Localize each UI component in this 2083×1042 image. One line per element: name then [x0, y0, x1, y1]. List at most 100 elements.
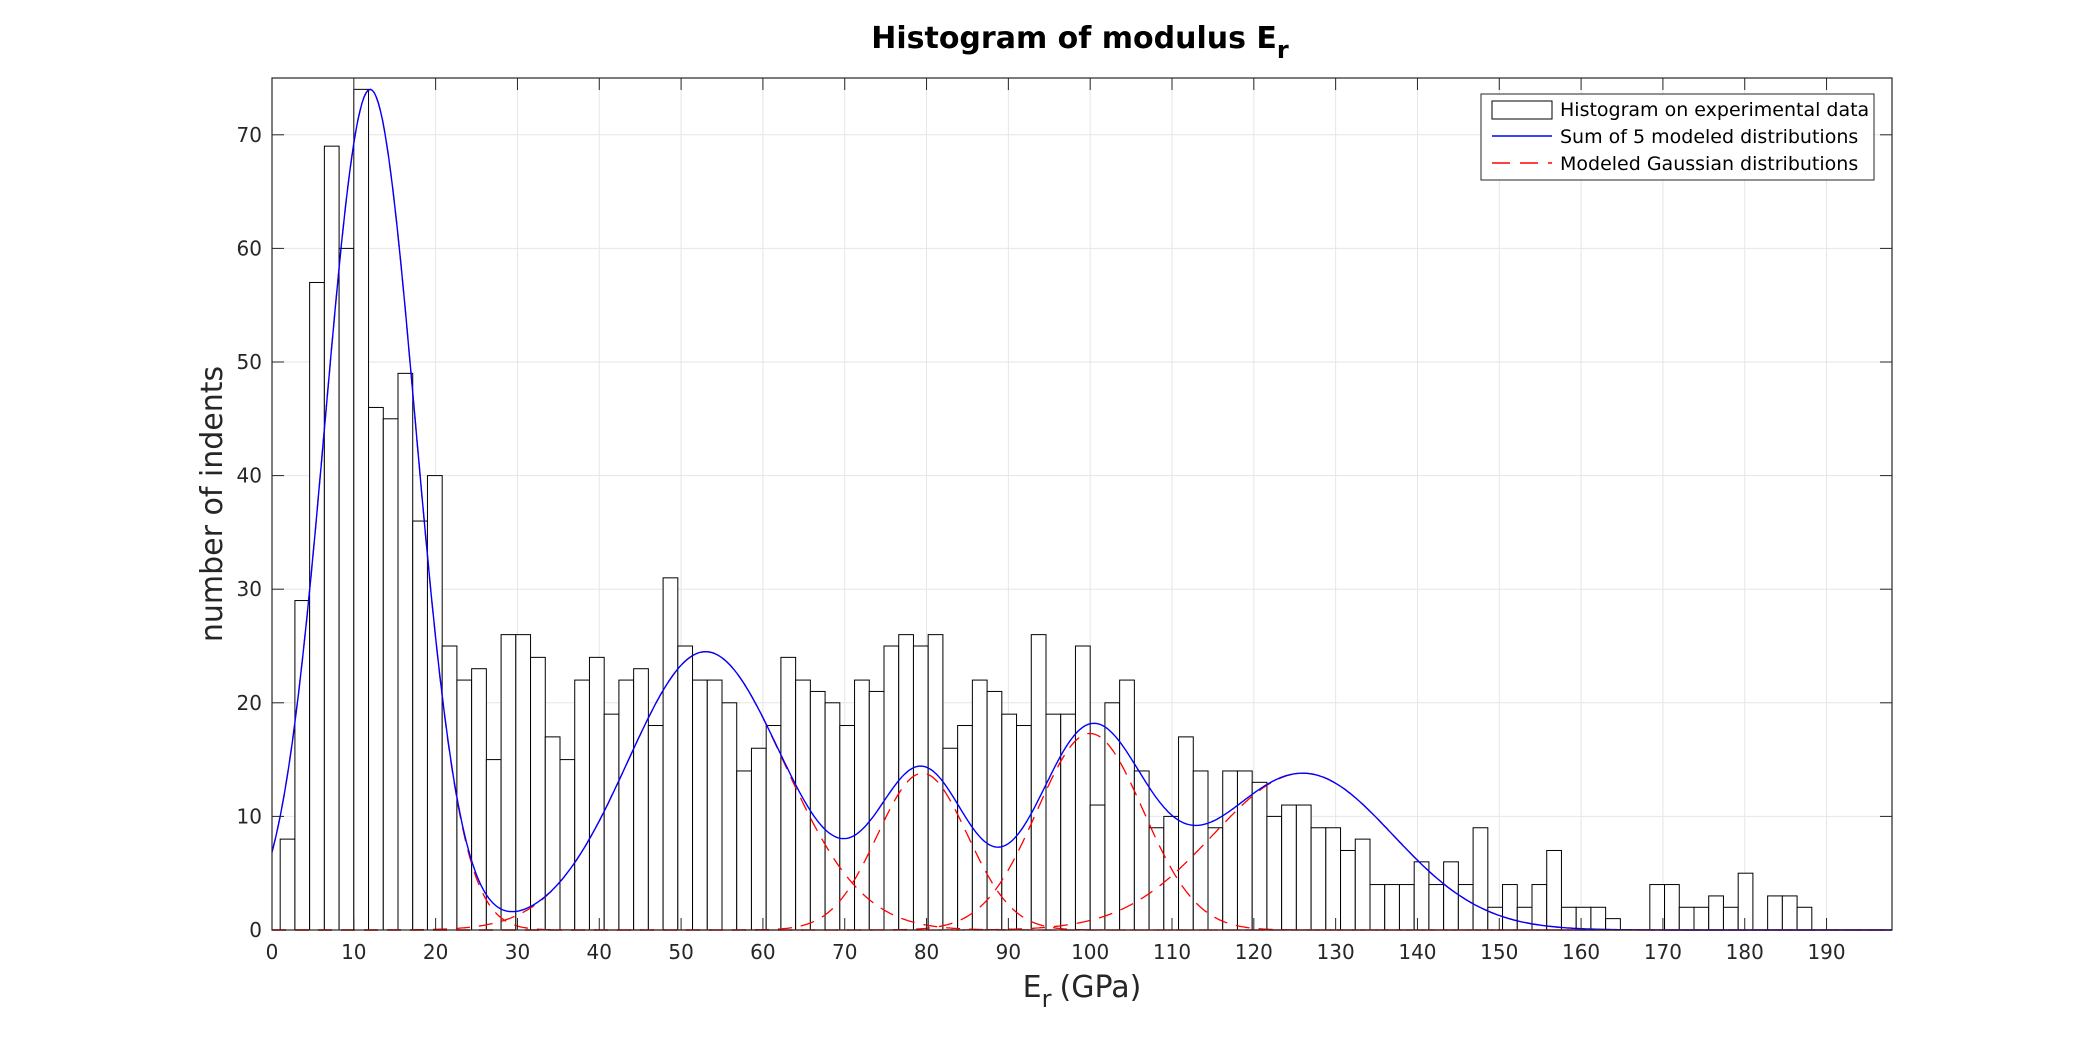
plot-frame [271, 77, 1893, 931]
histogram-bar [633, 668, 649, 931]
histogram-bar [603, 713, 620, 931]
x-tick-label: 90 [996, 940, 1021, 964]
histogram-bar [1502, 884, 1518, 931]
histogram-bar [1030, 634, 1047, 931]
histogram-bar [1413, 861, 1430, 931]
histogram-bar [323, 145, 340, 931]
histogram-bar [1119, 679, 1135, 931]
x-tick-label: 170 [1644, 940, 1682, 964]
x-tick-label: 20 [423, 940, 448, 964]
histogram-bar [1767, 895, 1783, 931]
histogram-bar [1281, 804, 1297, 931]
histogram-bar [1781, 895, 1798, 931]
histogram-bar [1310, 827, 1327, 931]
x-tick-label: 120 [1235, 940, 1273, 964]
histogram-bar [1428, 884, 1445, 931]
y-tick-label: 40 [237, 464, 262, 488]
legend-sum-label: Sum of 5 modeled distributions [1560, 126, 1858, 148]
histogram-bar [692, 679, 708, 931]
histogram-bar [706, 679, 723, 931]
y-tick-label: 60 [237, 236, 262, 260]
chart-title: Histogram of modulus Er [871, 21, 1289, 64]
x-tick-label: 140 [1398, 940, 1436, 964]
histogram-bar [1487, 906, 1504, 931]
histogram-bar [412, 520, 428, 931]
x-tick-label: 160 [1562, 940, 1600, 964]
histogram-bar [1664, 884, 1680, 931]
x-tick-label: 110 [1153, 940, 1191, 964]
histogram-bar [927, 634, 944, 931]
histogram-bar [1251, 781, 1268, 931]
histogram-bar [309, 281, 325, 931]
histogram-bar [1443, 861, 1459, 931]
histogram-bar [1605, 918, 1621, 931]
histogram-bar [1001, 713, 1018, 931]
histogram-bar [1074, 645, 1091, 931]
histogram-bar [544, 736, 561, 931]
x-tick-label: 50 [668, 940, 693, 964]
histogram-bar [1163, 815, 1180, 931]
histogram-bar [1089, 804, 1106, 931]
histogram-bar [515, 634, 532, 931]
histogram-bar [942, 747, 959, 931]
histogram-bar [1398, 884, 1415, 931]
histogram-bar [294, 600, 311, 931]
x-tick-label: 10 [341, 940, 366, 964]
histogram-bar [883, 645, 900, 931]
y-tick-label: 20 [237, 691, 262, 715]
histogram-bar [353, 88, 370, 931]
histogram-bar [647, 725, 664, 931]
x-tick-label: 180 [1726, 940, 1764, 964]
histogram-bar [1104, 702, 1121, 931]
x-tick-labels: 0 10 20 30 40 50 60 70 80 90 100 110 120 130 140 150 160… [266, 940, 1846, 964]
legend: Histogram on experimental data Sum of 5 … [1480, 93, 1875, 181]
histogram-bar [1192, 770, 1209, 931]
histogram-bar [1222, 770, 1238, 931]
histogram-bar [588, 656, 605, 931]
histogram-bar [1590, 906, 1607, 931]
histogram-bar [500, 634, 517, 931]
legend-histogram-label: Histogram on experimental data [1560, 99, 1869, 121]
histogram-bar [1060, 713, 1076, 931]
histogram-bar [1236, 770, 1253, 931]
y-tick-label: 10 [237, 804, 262, 828]
histogram-bar [898, 634, 914, 931]
histogram-bar [1369, 884, 1386, 931]
x-tick-label: 80 [914, 940, 939, 964]
histogram-bar [1708, 895, 1724, 931]
histogram-bar [1148, 827, 1165, 931]
histogram-bar [1649, 884, 1666, 931]
histogram-bar [1678, 906, 1695, 931]
histogram-bar [750, 747, 767, 931]
x-tick-label: 0 [266, 940, 279, 964]
histogram-bar [574, 679, 590, 931]
axis-ticks [271, 78, 1892, 931]
histogram-bar [1207, 827, 1224, 931]
histogram-bar [765, 725, 782, 931]
y-tick-label: 50 [237, 350, 262, 374]
histogram-bar [1325, 827, 1342, 931]
histogram-bar [1457, 884, 1474, 931]
histogram-bar [912, 645, 929, 931]
histogram-bar [1354, 838, 1371, 931]
x-tick-label: 40 [587, 940, 612, 964]
y-tick-label: 30 [237, 577, 262, 601]
y-tick-label: 70 [237, 123, 262, 147]
histogram-bar [854, 679, 870, 931]
histogram-bar [795, 679, 811, 931]
histogram-bar [456, 679, 473, 931]
histogram-bar [1340, 849, 1356, 931]
histogram-bar [662, 577, 679, 931]
histogram-bar [780, 656, 797, 931]
histogram-bar [397, 372, 414, 931]
histogram-bar [1178, 736, 1194, 931]
histogram-bar [1045, 713, 1062, 931]
histogram-bar [618, 679, 635, 931]
histogram-bar [1266, 815, 1283, 931]
y-axis-label: number of indents [195, 366, 230, 642]
histogram-bar [426, 475, 443, 931]
histogram-bar [1575, 906, 1592, 931]
x-tick-label: 60 [750, 940, 775, 964]
y-tick-label: 0 [249, 918, 262, 942]
